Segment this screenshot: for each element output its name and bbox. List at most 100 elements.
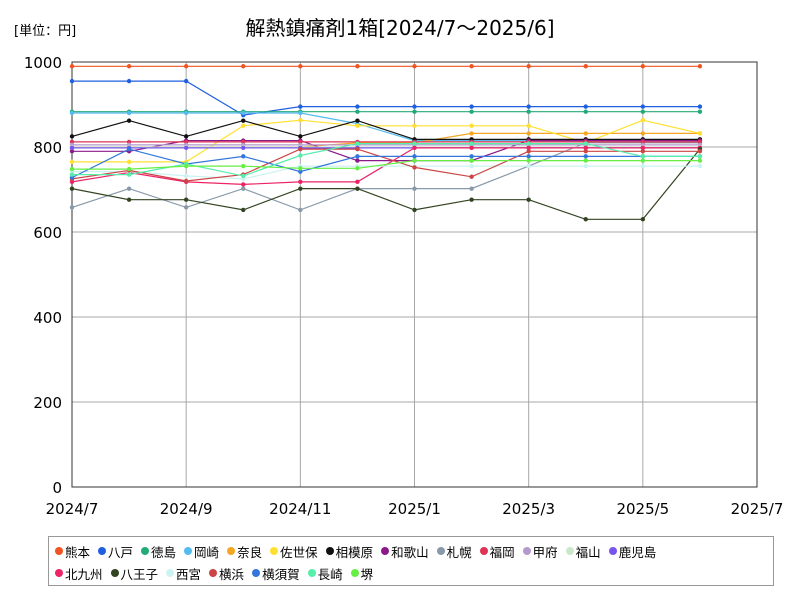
data-point	[412, 109, 417, 114]
legend-item: 福岡	[479, 542, 515, 561]
data-point	[126, 197, 132, 202]
data-point	[469, 197, 474, 202]
data-point	[183, 78, 189, 84]
legend-label: 佐世保	[280, 544, 318, 560]
data-point	[241, 186, 246, 191]
series-line	[71, 148, 700, 179]
data-point	[126, 186, 132, 191]
chart-title: 解熱鎮痛剤1箱[2024/7〜2025/6]	[245, 16, 555, 40]
data-point	[298, 146, 303, 152]
legend-marker	[270, 547, 279, 555]
data-point	[526, 104, 531, 109]
data-point	[640, 145, 646, 151]
legend-marker	[141, 547, 150, 555]
data-point	[298, 134, 303, 139]
data-point	[183, 110, 189, 116]
legend-label: 岡崎	[194, 544, 220, 560]
data-point	[469, 145, 474, 151]
data-point	[526, 123, 531, 128]
legend-marker	[325, 547, 334, 555]
legend-row: 熊本 八戸 徳島 岡崎 奈良 佐世保 相模原 和歌山 札幌 福岡 甲府 福山 鹿児島	[55, 541, 664, 561]
legend-item: 八戸	[98, 542, 133, 561]
data-point	[298, 207, 303, 213]
legend-marker	[307, 569, 316, 577]
y-tick-label: 1000	[24, 54, 62, 72]
series-line	[72, 143, 700, 177]
data-point	[526, 109, 531, 114]
x-tick-label: 2024/11	[269, 500, 331, 518]
legend-label: 甲府	[532, 544, 558, 560]
legend-marker	[479, 547, 488, 555]
data-point	[298, 166, 303, 171]
data-point	[640, 109, 646, 114]
data-point	[640, 131, 646, 136]
data-point	[126, 78, 132, 84]
legend-label: 堺	[360, 566, 374, 582]
data-point	[526, 158, 531, 163]
data-point	[640, 118, 646, 123]
legend-label: 北九州	[65, 566, 103, 582]
legend-item: 鹿児島	[608, 542, 656, 561]
data-point	[583, 109, 588, 114]
data-point	[183, 197, 189, 202]
data-point	[126, 166, 132, 172]
y-tick-label: 600	[33, 224, 62, 242]
legend-marker	[381, 547, 390, 555]
data-point	[412, 141, 417, 146]
data-point	[69, 172, 75, 177]
series-line	[71, 148, 700, 182]
data-point	[526, 145, 531, 151]
legend-marker	[608, 547, 617, 555]
legend-item: 北九州	[55, 564, 103, 583]
data-point	[583, 149, 588, 154]
data-point	[640, 163, 646, 169]
x-tick-label: 2025/7	[731, 500, 784, 518]
data-point	[469, 104, 474, 109]
data-point	[526, 64, 531, 69]
data-point	[412, 158, 417, 163]
data-point	[526, 131, 531, 136]
data-point	[241, 118, 246, 123]
data-point	[412, 207, 417, 213]
data-point	[526, 149, 531, 154]
series-line	[71, 148, 701, 220]
x-tick-label: 2024/9	[160, 500, 213, 518]
legend-label: 八戸	[108, 544, 134, 560]
data-point	[126, 118, 132, 123]
data-point	[412, 145, 417, 151]
data-point	[583, 64, 588, 69]
data-point	[697, 64, 703, 69]
data-point	[355, 104, 360, 109]
series-line	[72, 80, 700, 116]
legend-item: 佐世保	[270, 542, 318, 561]
data-point	[126, 172, 132, 177]
data-point	[355, 146, 360, 152]
data-point	[469, 163, 474, 169]
legend-marker	[55, 569, 63, 577]
data-point	[355, 166, 360, 171]
data-point	[126, 146, 132, 152]
data-point	[469, 64, 474, 69]
series-line	[71, 119, 700, 140]
data-point	[697, 163, 703, 169]
legend-item: 西宮	[166, 564, 201, 583]
legend-item: 福山	[565, 542, 601, 561]
data-point	[469, 186, 474, 191]
legend-label: 長崎	[317, 566, 343, 582]
data-point	[69, 159, 75, 165]
data-point	[298, 169, 303, 174]
data-point	[640, 64, 646, 69]
data-point	[241, 110, 246, 116]
legend-label: 横浜	[219, 566, 245, 582]
legend-marker	[209, 569, 218, 577]
legend-label: 札幌	[446, 544, 472, 560]
data-point	[526, 197, 531, 202]
data-point	[355, 158, 360, 163]
series-line	[72, 165, 700, 180]
data-point	[412, 123, 417, 128]
legend-marker	[98, 547, 107, 555]
data-point	[183, 178, 189, 184]
data-point	[412, 154, 417, 159]
data-point	[69, 205, 75, 210]
data-point	[526, 154, 531, 159]
